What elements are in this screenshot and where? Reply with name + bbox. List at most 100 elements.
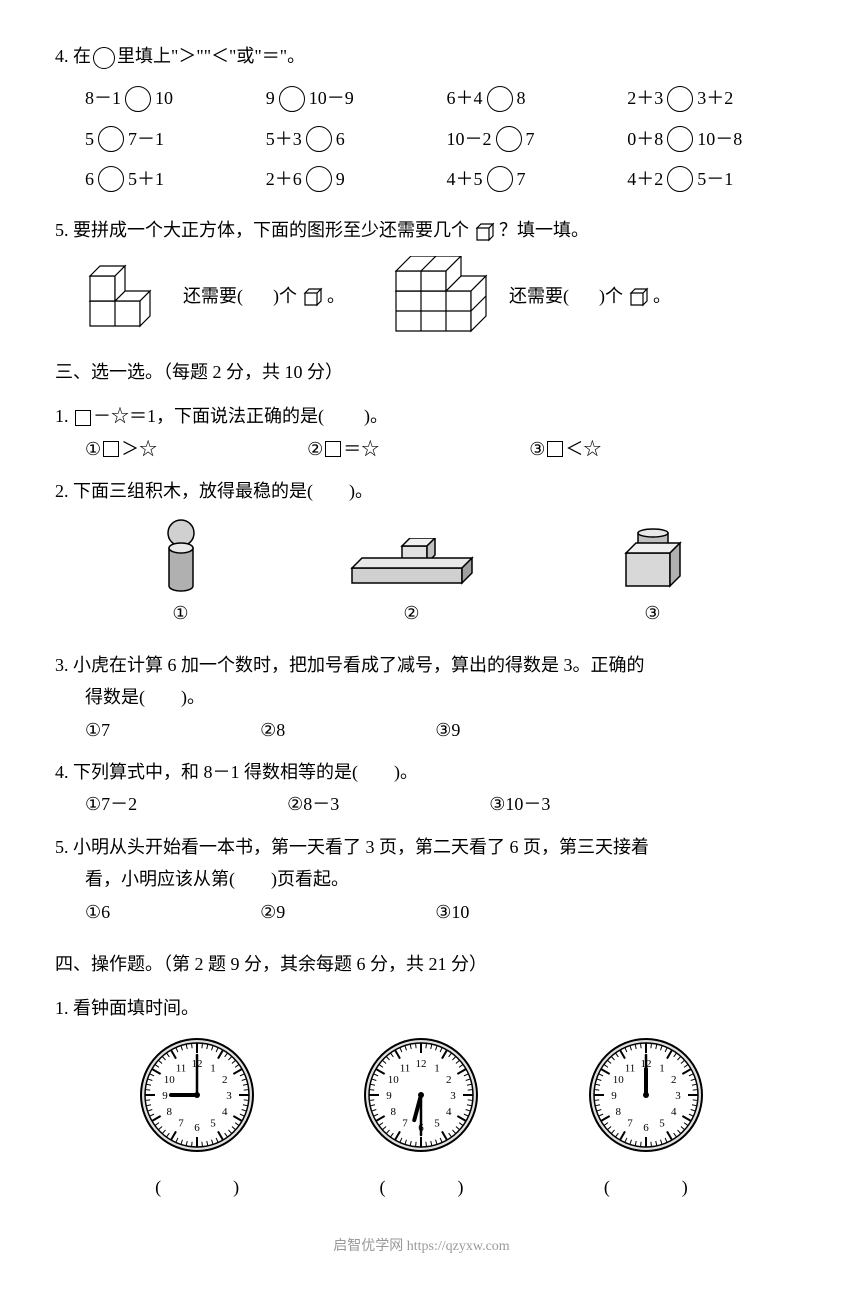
- compare-cell: 2＋6 9: [266, 163, 427, 195]
- option-2[interactable]: ②8: [260, 714, 285, 746]
- svg-text:2: 2: [671, 1074, 677, 1086]
- answer-circle[interactable]: [487, 166, 513, 192]
- circled-2: ②: [287, 788, 303, 820]
- q5-p1-post: )个: [273, 280, 297, 312]
- s3-question-1: 1. －☆＝1，下面说法正确的是()。 ①＞☆ ②＝☆ ③＜☆: [55, 400, 788, 465]
- q5-group-1: 还需要( )个。: [85, 261, 345, 331]
- period: 。: [327, 280, 345, 312]
- option-3[interactable]: ③10: [435, 896, 469, 928]
- opt-text: 8－3: [303, 788, 339, 820]
- answer-circle[interactable]: [306, 126, 332, 152]
- svg-text:3: 3: [226, 1090, 232, 1102]
- answer-circle[interactable]: [98, 166, 124, 192]
- circled-3: ③: [435, 714, 451, 746]
- option-1[interactable]: ①＞☆: [85, 433, 157, 465]
- opt-text: 8: [276, 714, 285, 746]
- block-shape-3-icon: [618, 528, 688, 593]
- answer-circle[interactable]: [98, 126, 124, 152]
- s3q5-line1: 5. 小明从头开始看一本书，第一天看了 3 页，第二天看了 6 页，第三天接着: [55, 831, 788, 863]
- s4q1-text: 1. 看钟面填时间。: [55, 992, 788, 1024]
- answer-blank[interactable]: ( ): [137, 1171, 257, 1203]
- s3q4-text: 4. 下列算式中，和 8－1 得数相等的是( )。: [55, 756, 788, 788]
- svg-text:11: 11: [176, 1062, 187, 1074]
- clock-icon: 123456789101112: [586, 1035, 706, 1155]
- svg-text:8: 8: [615, 1106, 621, 1118]
- answer-blank[interactable]: ( ): [361, 1171, 481, 1203]
- answer-circle[interactable]: [487, 86, 513, 112]
- page-footer: 启智优学网 https://qzyxw.com: [55, 1234, 788, 1259]
- compare-cell: 4＋25－1: [627, 163, 788, 195]
- s4-question-1: 1. 看钟面填时间。 123456789101112 ( ) 1 2 3 4 567 8 9…: [55, 992, 788, 1203]
- svg-text:9: 9: [387, 1090, 393, 1102]
- q5-p2-pre: 还需要(: [509, 280, 569, 312]
- answer-circle[interactable]: [667, 86, 693, 112]
- answer-circle[interactable]: [306, 166, 332, 192]
- square-icon: [325, 441, 341, 457]
- option-1[interactable]: ①7: [85, 714, 110, 746]
- svg-text:9: 9: [611, 1090, 617, 1102]
- s3q2-blocks: ① ② ③: [55, 508, 788, 639]
- svg-text:10: 10: [164, 1074, 176, 1086]
- option-2[interactable]: ②＝☆: [307, 433, 379, 465]
- q5-text-b: ？填一填。: [499, 220, 589, 240]
- block-option-3[interactable]: ③: [618, 528, 688, 629]
- sec4-title: 四、操作题。: [55, 954, 163, 974]
- svg-text:5: 5: [210, 1118, 216, 1130]
- cell-right: 9: [336, 163, 345, 195]
- square-icon: [75, 410, 91, 426]
- option-1[interactable]: ①7－2: [85, 788, 137, 820]
- block-option-2[interactable]: ②: [347, 538, 477, 629]
- block-option-1[interactable]: ①: [156, 518, 206, 629]
- option-1[interactable]: ①6: [85, 896, 110, 928]
- option-2[interactable]: ②8－3: [287, 788, 339, 820]
- cell-right: 10: [155, 82, 173, 114]
- svg-text:4: 4: [446, 1106, 452, 1118]
- clock-item-2: 123456789101112 ( ): [361, 1035, 481, 1204]
- cell-left: 2＋6: [266, 163, 302, 195]
- circled-1: ①: [85, 433, 101, 465]
- circled-3: ③: [489, 788, 505, 820]
- s3q3-options: ①7 ②8 ③9: [55, 714, 788, 746]
- opt-text: 9: [451, 714, 460, 746]
- section-3-header: 三、选一选。（每题 2 分，共 10 分）: [55, 356, 788, 388]
- s3q5-line2: 看，小明应该从第( )页看起。: [55, 863, 788, 895]
- compare-cell: 65＋1: [85, 163, 246, 195]
- cell-right: 7: [517, 163, 526, 195]
- answer-circle[interactable]: [667, 166, 693, 192]
- answer-circle[interactable]: [279, 86, 305, 112]
- opt-text: ＜☆: [565, 433, 601, 465]
- svg-text:1: 1: [435, 1062, 441, 1074]
- cell-right: 5－1: [697, 163, 733, 195]
- svg-text:4: 4: [671, 1106, 677, 1118]
- square-icon: [103, 441, 119, 457]
- option-3[interactable]: ③10－3: [489, 788, 550, 820]
- compare-cell: 10－27: [447, 123, 608, 155]
- cell-right: 6: [336, 123, 345, 155]
- cube-icon: [627, 285, 649, 307]
- q4-text-a: 4. 在: [55, 46, 91, 66]
- answer-circle[interactable]: [667, 126, 693, 152]
- answer-circle[interactable]: [496, 126, 522, 152]
- compare-cell: 8－110: [85, 82, 246, 114]
- circled-1: ①: [85, 788, 101, 820]
- svg-text:7: 7: [178, 1118, 184, 1130]
- cell-left: 6＋4: [447, 82, 483, 114]
- compare-cell: 910－9: [266, 82, 427, 114]
- answer-blank[interactable]: ( ): [586, 1171, 706, 1203]
- s3-question-4: 4. 下列算式中，和 8－1 得数相等的是( )。 ①7－2 ②8－3 ③10－…: [55, 756, 788, 821]
- cell-right: 7: [526, 123, 535, 155]
- cell-right: 5＋1: [128, 163, 164, 195]
- option-3[interactable]: ③＜☆: [529, 433, 601, 465]
- option-2[interactable]: ②9: [260, 896, 285, 928]
- opt-text: ＝☆: [343, 433, 379, 465]
- s3-question-2: 2. 下面三组积木，放得最稳的是( )。 ① ②: [55, 475, 788, 639]
- answer-circle[interactable]: [125, 86, 151, 112]
- q5-text-a: 5. 要拼成一个大正方体，下面的图形至少还需要几个: [55, 220, 469, 240]
- s3q1-options: ①＞☆ ②＝☆ ③＜☆: [55, 433, 788, 465]
- sec3-scoring: （每题 2 分，共 10 分）: [163, 362, 343, 382]
- option-3[interactable]: ③9: [435, 714, 460, 746]
- svg-text:6: 6: [194, 1122, 200, 1134]
- clock-item-1: 123456789101112 ( ): [137, 1035, 257, 1204]
- clock-icon: 123456789101112: [361, 1035, 481, 1155]
- cell-left: 9: [266, 82, 275, 114]
